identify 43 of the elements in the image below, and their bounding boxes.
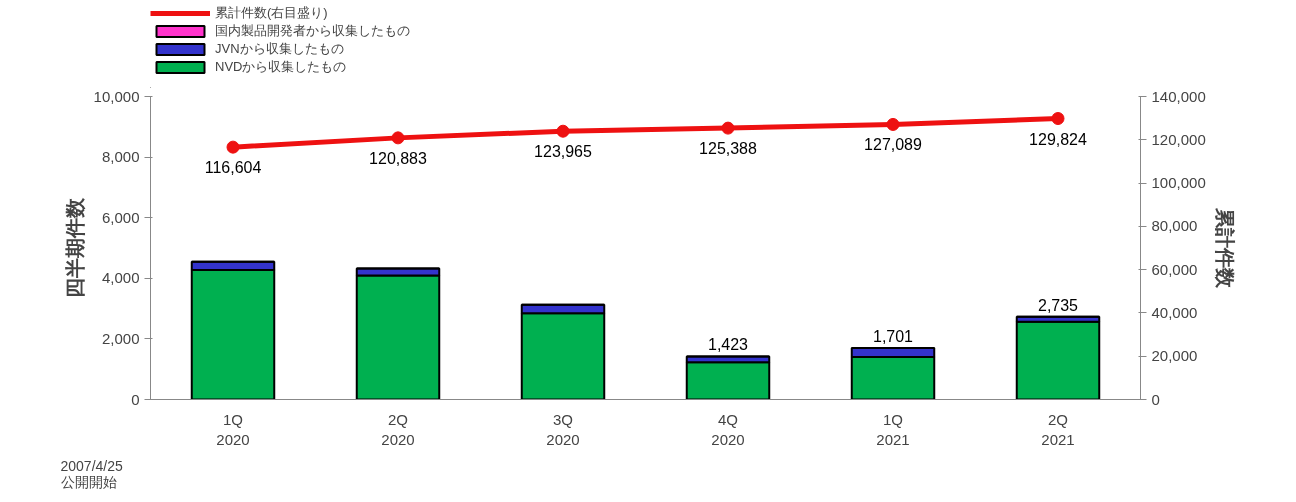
x-tick-label: 1Q 2021 <box>876 410 910 448</box>
legend-label: 累計件数(右目盛り) <box>215 4 328 22</box>
point <box>886 117 900 131</box>
bar <box>1015 320 1101 400</box>
y2-tick-label: 60,000 <box>1151 260 1198 278</box>
y2-tick-label: 120,000 <box>1151 130 1206 148</box>
y-axis-title: 四半期件数 <box>63 197 86 298</box>
point <box>721 121 735 135</box>
y-tick-label: 2,000 <box>101 329 140 347</box>
legend-label: NVDから収集したもの <box>215 58 347 76</box>
y2-tick-label: 80,000 <box>1151 217 1198 235</box>
legend-label: 国内製品開発者から収集したもの <box>215 22 410 40</box>
total-label: 2,735 <box>1037 296 1079 314</box>
total-label: 1,701 <box>872 327 914 345</box>
data-label: 123,965 <box>534 143 593 161</box>
legend-label: JVNから収集したもの <box>215 40 344 58</box>
data-label: 125,388 <box>699 140 758 158</box>
y-tick-label: 6,000 <box>101 208 140 226</box>
point <box>226 140 240 154</box>
y-tick-label: 8,000 <box>101 148 140 166</box>
y2-tick-label: 0 <box>1151 390 1160 408</box>
text: 2007/4/25 公開開始 <box>60 457 123 490</box>
y2-tick-label: 40,000 <box>1151 303 1198 321</box>
x-tick-label: 1Q 2020 <box>216 410 250 448</box>
x-tick-label: 3Q 2020 <box>546 410 580 448</box>
data-label: 120,883 <box>369 149 428 167</box>
data-label: 116,604 <box>204 159 262 177</box>
y2-axis-title: 累計件数 <box>1213 207 1236 289</box>
data-label: 127,089 <box>864 136 923 154</box>
x-tick-label: 2Q 2021 <box>1041 410 1075 448</box>
total-label: 1,423 <box>707 336 749 354</box>
y2-tick-label: 100,000 <box>1151 174 1206 192</box>
y-tick-label: 4,000 <box>101 269 140 287</box>
y-tick-label: 10,000 <box>93 87 140 105</box>
x-tick-label: 4Q 2020 <box>711 410 745 448</box>
point <box>1051 112 1065 126</box>
y-tick-label: 0 <box>131 390 140 408</box>
y2-tick-label: 20,000 <box>1151 347 1198 365</box>
data-label: 129,824 <box>1029 130 1088 148</box>
x-tick-label: 2Q 2020 <box>381 410 415 448</box>
y2-tick-label: 140,000 <box>1151 87 1206 105</box>
point <box>556 124 570 138</box>
point <box>391 131 405 145</box>
